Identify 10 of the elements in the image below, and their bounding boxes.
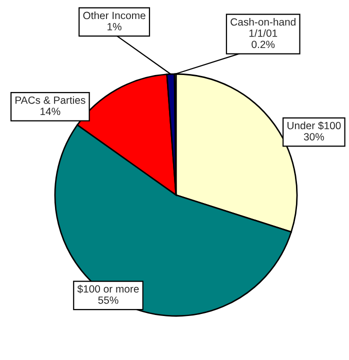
data-label: 0.2% xyxy=(252,40,275,48)
slice-label: $100 or more xyxy=(77,284,139,294)
data-label: 55% xyxy=(98,296,118,304)
slice-label: Other Income xyxy=(83,12,146,20)
data-label: 1% xyxy=(108,23,122,30)
slice-label: PACs & Parties xyxy=(16,96,86,104)
slice-label: Cash-on-hand 1/1/01 xyxy=(230,18,296,37)
data-label: 30% xyxy=(304,133,324,140)
data-label: 14% xyxy=(40,108,60,116)
slice-label: Under $100 xyxy=(288,121,341,130)
